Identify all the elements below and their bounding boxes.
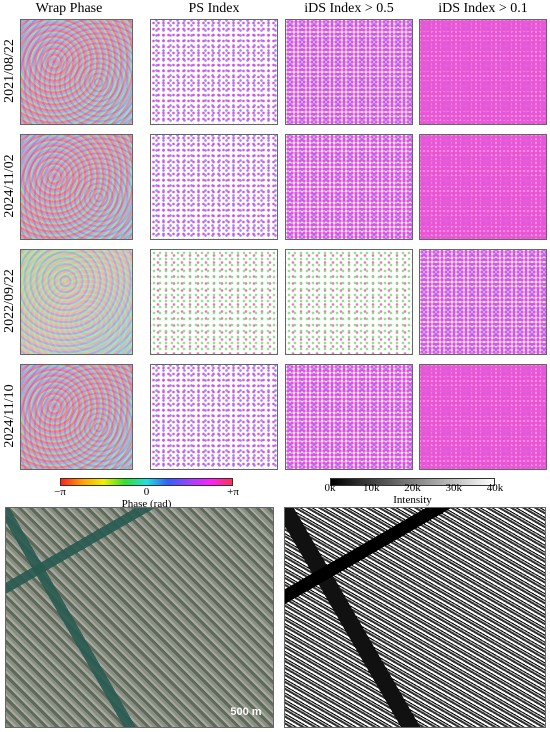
result-panel [285,134,413,240]
scale-bar: 500 m [230,706,262,718]
result-panel [20,249,133,355]
result-panel [285,19,413,125]
intensity-label: Intensity [393,494,432,506]
result-panel [419,134,547,240]
column-title: iDS Index > 0.5 [304,1,394,16]
intensity-image [284,507,546,728]
column-title: Wrap Phase [35,1,103,16]
colorbar-tick-label: 10k [363,482,380,494]
result-panel [419,364,547,470]
colorbar-tick-label: +π [227,486,239,498]
optical-image [5,507,274,728]
row-label: 2024/11/10 [2,384,17,448]
result-panel [285,364,413,470]
column-title: PS Index [188,1,240,16]
column-title: iDS Index > 0.1 [438,1,528,16]
colorbar-tick-label: −π [54,486,66,498]
colorbar-tick-label: 30k [445,482,463,494]
result-panel [20,19,133,125]
result-panel [285,249,413,355]
result-panel [150,19,278,125]
row-label: 2022/09/22 [2,269,17,333]
result-panel [20,134,133,240]
colorbar-tick-label: 20k [404,482,421,494]
colorbar-tick-label: 40k [486,482,504,494]
colorbar-tick-label: 0 [143,486,150,498]
intensity-colorbar [330,478,495,486]
result-panel [419,249,547,355]
result-panel [20,364,133,470]
result-panel [150,364,278,470]
result-panel [150,134,278,240]
result-panel [150,249,278,355]
phase-colorbar [60,478,233,486]
colorbar-tick-label: 0k [324,482,336,494]
result-panel [419,19,547,125]
row-label: 2024/11/02 [2,154,17,218]
row-label: 2021/08/22 [2,39,17,103]
